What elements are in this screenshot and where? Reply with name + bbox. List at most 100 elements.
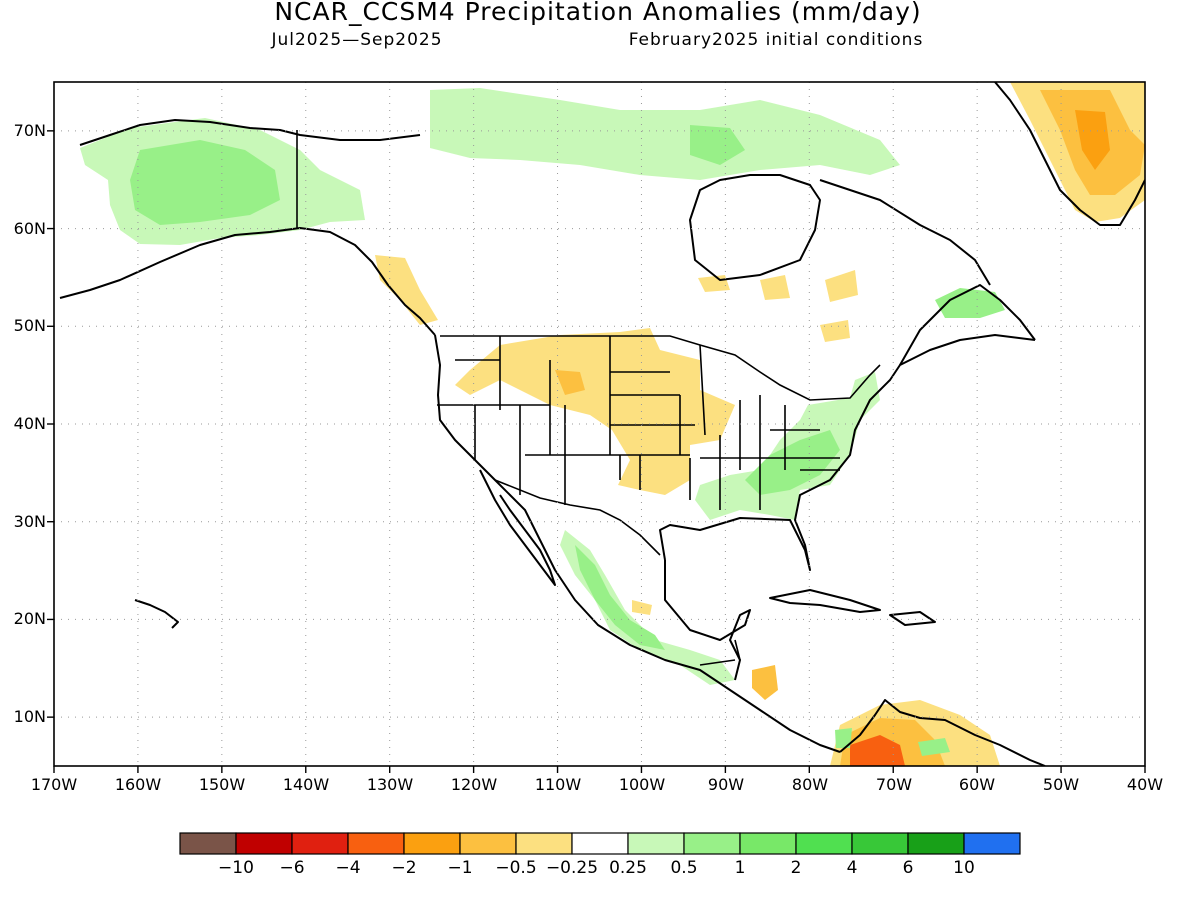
anomaly-alaska-wet-mid bbox=[130, 140, 280, 225]
anomaly-labrador-wet bbox=[935, 288, 1005, 318]
legend-swatch bbox=[571, 832, 629, 855]
legend-label: −1 bbox=[447, 858, 472, 878]
legend-swatch bbox=[347, 832, 405, 855]
anomaly-plains-dry-light bbox=[455, 328, 735, 495]
legend-label: −0.25 bbox=[546, 858, 598, 878]
lon-label: 60W bbox=[959, 775, 995, 794]
coastline-yucatan bbox=[664, 560, 751, 681]
anomaly-colombia-wet bbox=[835, 728, 852, 748]
anomaly-quebec-dry-3 bbox=[820, 320, 850, 342]
color-legend: −10 −6 −4 −2 −1 −0.5 −0.25 0.25 0.5 1 2 … bbox=[179, 832, 1021, 878]
lon-label: 170W bbox=[31, 775, 78, 794]
legend-swatches bbox=[179, 832, 1021, 855]
legend-label: −4 bbox=[335, 858, 360, 878]
anomaly-quebec-dry-1 bbox=[760, 275, 790, 300]
lon-label: 150W bbox=[199, 775, 246, 794]
anomaly-south-america-dry-strong bbox=[850, 735, 905, 766]
anomaly-southeast-wet-light bbox=[695, 372, 880, 520]
anomaly-shading bbox=[80, 82, 1145, 766]
coastline-hudson-bay bbox=[689, 174, 821, 281]
latitude-axis: 10N 20N 30N 40N 50N 60N 70N bbox=[14, 121, 46, 726]
legend-label: −2 bbox=[391, 858, 416, 878]
lon-label: 70W bbox=[876, 775, 912, 794]
legend-label: −10 bbox=[218, 858, 254, 878]
lat-label: 30N bbox=[14, 512, 46, 531]
lon-label: 100W bbox=[619, 775, 666, 794]
lon-label: 130W bbox=[367, 775, 414, 794]
anomaly-mexico-wet-mid bbox=[575, 545, 665, 650]
coastline-south-america bbox=[839, 699, 1046, 766]
political-borders bbox=[296, 130, 881, 666]
anomaly-mexico-dry bbox=[632, 600, 652, 615]
lat-label: 40N bbox=[14, 414, 46, 433]
lat-label: 60N bbox=[14, 219, 46, 238]
legend-swatch bbox=[403, 832, 461, 855]
coastline-canada-east bbox=[899, 284, 1036, 366]
legend-label: 6 bbox=[903, 858, 914, 878]
coastline-alaska bbox=[59, 227, 436, 336]
lon-label: 90W bbox=[708, 775, 744, 794]
anomaly-southeast-wet-mid bbox=[745, 430, 840, 495]
legend-swatch bbox=[683, 832, 741, 855]
legend-label: 2 bbox=[791, 858, 802, 878]
border-us-mexico bbox=[494, 479, 661, 556]
legend-labels: −10 −6 −4 −2 −1 −0.5 −0.25 0.25 0.5 1 2 … bbox=[218, 858, 975, 878]
legend-label: 1 bbox=[735, 858, 746, 878]
legend-swatch bbox=[515, 832, 573, 855]
legend-label: −6 bbox=[279, 858, 304, 878]
lon-label: 110W bbox=[535, 775, 582, 794]
legend-label: −0.5 bbox=[495, 858, 536, 878]
anomaly-arctic-wet-light bbox=[430, 88, 900, 180]
border-central-america bbox=[699, 639, 741, 666]
coastline-gulf-east bbox=[659, 334, 1036, 571]
anomaly-quebec-dry-2 bbox=[825, 270, 858, 302]
coastline-hawaii bbox=[134, 599, 179, 629]
legend-swatch bbox=[627, 832, 685, 855]
anomaly-mexico-wet-light bbox=[560, 530, 735, 685]
lon-label: 80W bbox=[792, 775, 828, 794]
legend-swatch bbox=[235, 832, 293, 855]
coastline-alaska-north bbox=[79, 119, 421, 146]
lat-label: 20N bbox=[14, 609, 46, 628]
legend-swatch bbox=[907, 832, 965, 855]
legend-swatch bbox=[291, 832, 349, 855]
legend-label: 4 bbox=[847, 858, 858, 878]
lat-label: 10N bbox=[14, 707, 46, 726]
legend-label: 0.25 bbox=[609, 858, 647, 878]
legend-swatch bbox=[459, 832, 517, 855]
lat-label: 50N bbox=[14, 316, 46, 335]
anomaly-central-america-dry bbox=[752, 665, 778, 700]
lat-label: 70N bbox=[14, 121, 46, 140]
us-state-grid bbox=[437, 336, 840, 510]
coastline-greenland bbox=[994, 82, 1145, 226]
legend-swatch bbox=[179, 832, 237, 855]
map-area bbox=[54, 82, 1145, 766]
legend-swatch bbox=[963, 832, 1021, 855]
coastline-cuba bbox=[769, 589, 881, 613]
legend-label: 0.5 bbox=[670, 858, 697, 878]
lon-label: 50W bbox=[1043, 775, 1079, 794]
period-label: Jul2025—Sep2025 bbox=[270, 30, 442, 50]
anomaly-south-america-wet bbox=[918, 738, 950, 756]
anomaly-plains-dry-mid bbox=[555, 370, 585, 395]
anomaly-greenland-dry-strong bbox=[1075, 110, 1110, 170]
initial-conditions-label: February2025 initial conditions bbox=[629, 30, 924, 50]
legend-swatch bbox=[851, 832, 909, 855]
coastline-baja bbox=[479, 469, 556, 586]
legend-swatch bbox=[795, 832, 853, 855]
lon-label: 120W bbox=[451, 775, 498, 794]
coastline-west-us-mexico bbox=[434, 334, 841, 753]
map-title: NCAR_CCSM4 Precipitation Anomalies (mm/d… bbox=[274, 0, 921, 26]
anomaly-bc-coast-dry bbox=[375, 255, 438, 325]
legend-swatch bbox=[739, 832, 797, 855]
lon-label: 140W bbox=[283, 775, 330, 794]
border-canada-us bbox=[440, 335, 881, 401]
longitude-axis: 170W 160W 150W 140W 130W 120W 110W 100W … bbox=[31, 775, 1163, 794]
legend-label: 10 bbox=[953, 858, 975, 878]
lon-label: 40W bbox=[1127, 775, 1163, 794]
axis-ticks bbox=[47, 130, 1146, 773]
anomaly-arctic-wet-mid bbox=[690, 125, 745, 165]
coastline-hispaniola bbox=[889, 611, 936, 626]
lon-label: 160W bbox=[115, 775, 162, 794]
